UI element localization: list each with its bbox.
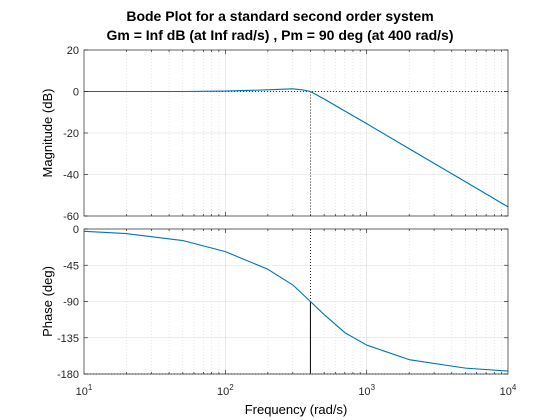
x-tick-label: 102	[217, 383, 234, 398]
x-axis-label: Frequency (rad/s)	[245, 402, 348, 417]
y-tick-label: -90	[63, 297, 79, 309]
y-tick-label: -45	[63, 260, 79, 272]
magnitude-panel: 20 0 -20 -40 -60 Magnitude (dB)	[40, 45, 509, 223]
chart-subtitle: Gm = Inf dB (at Inf rad/s) , Pm = 90 deg…	[106, 27, 454, 43]
y-axis-label: Phase (deg)	[40, 266, 55, 337]
phase-panel: 0 -45 -90 -135 -180 Phase (deg)	[40, 224, 509, 381]
y-tick-label: 20	[67, 45, 79, 57]
x-tick-label: 103	[358, 383, 375, 398]
x-tick-label: 101	[76, 383, 93, 398]
y-tick-label: -135	[57, 333, 79, 345]
magnitude-line	[84, 88, 509, 208]
y-axis-label: Magnitude (dB)	[40, 89, 55, 178]
x-tick-label: 104	[500, 383, 517, 398]
y-tick-label: -60	[63, 211, 79, 223]
chart-title: Bode Plot for a standard second order sy…	[126, 8, 434, 24]
y-tick-label: 0	[73, 224, 79, 236]
y-tick-label: -40	[63, 170, 79, 182]
y-tick-label: -180	[57, 369, 79, 381]
phase-line	[83, 230, 509, 372]
y-tick-label: -20	[63, 128, 79, 140]
y-tick-label: 0	[73, 87, 79, 99]
